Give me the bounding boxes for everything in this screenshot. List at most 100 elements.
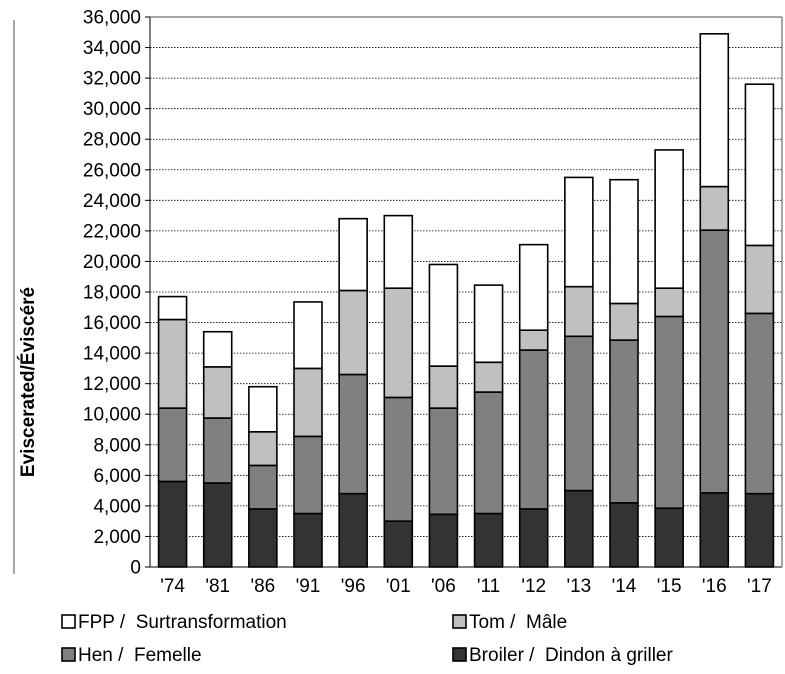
gridlines [150,16,782,537]
bar-segment [338,492,368,568]
y-tick-label: 4,000 [93,496,141,517]
bar-segment [157,318,188,409]
bar-segment [744,492,775,568]
legend-swatch [452,614,467,629]
bar-segment [248,464,278,510]
bar-segment [293,301,323,370]
bar-segment [157,407,188,483]
bar-segment [744,83,775,247]
x-tick-label: '16 [702,576,727,597]
x-tick-label: '11 [477,576,500,597]
bar-segment [654,287,684,318]
bar-segment [699,185,730,231]
bar-segment [428,365,459,409]
axes [13,16,783,574]
x-tick-label: '74 [160,576,185,597]
bar-segment [383,287,414,399]
y-tick-label: 24,000 [83,191,141,212]
bar-segment [293,367,323,438]
x-tick-label: '12 [521,576,546,597]
x-tick-label: '14 [612,576,637,597]
bars [157,33,775,568]
x-tick-label: '81 [205,576,230,597]
x-tick-label: '96 [341,576,366,597]
y-tick-label: 0 [130,558,141,579]
bar-segment [157,295,188,321]
bar-segment [654,149,684,289]
bar-segment [428,513,459,568]
bar-segment [744,244,775,315]
bar-segment [248,430,278,467]
y-tick-label: 8,000 [93,435,141,456]
bar-segment [428,263,459,367]
y-axis-title: Eviscerated/Éviscéré [17,287,39,477]
bar-segment [473,284,504,364]
y-tick-label: 32,000 [83,69,141,90]
x-tick-label: '13 [566,576,591,597]
x-tick-label: '01 [386,576,411,597]
bar-segment [202,482,233,568]
bar-segment [202,366,233,419]
bar-segment [473,512,504,568]
y-tick-label: 18,000 [83,283,141,304]
y-tick-label: 26,000 [83,160,141,181]
bar-segment [609,302,639,341]
bar-segment [157,480,188,568]
y-tick-label: 10,000 [83,405,141,426]
bar-segment [518,243,549,331]
bar-segment [338,289,368,376]
y-tick-label: 20,000 [83,252,141,273]
bar-segment [699,33,730,188]
y-tick-label: 28,000 [83,130,141,151]
bar-segment [564,176,594,288]
bar-segment [518,349,549,510]
bar-segment [202,330,233,368]
bar-segment [699,492,730,568]
bar-segment [202,417,233,484]
bar-segment [564,285,594,338]
x-tick-label: '17 [747,576,772,597]
legend-swatch [452,647,467,662]
y-tick-label: 36,000 [83,8,141,29]
legend-swatch [61,614,76,629]
y-tick-label: 34,000 [83,38,141,59]
legend-label: Hen / Femelle [78,645,202,666]
bar-segment [744,312,775,495]
legend-label: Broiler / Dindon à griller [469,645,673,666]
bar-segment [699,229,730,494]
bar-segment [383,214,414,289]
bar-segment [609,339,639,504]
y-tick-label: 14,000 [83,344,141,365]
bar-segment [518,508,549,568]
y-tick-label: 30,000 [83,99,141,120]
legend-swatch [61,647,76,662]
y-tick-label: 12,000 [83,374,141,395]
legend-label: FPP / Surtransformation [78,612,287,633]
y-tick-label: 16,000 [83,313,141,334]
x-tick-labels: '74 '81 '86 '91 '96 '01 '06 '11 '12 '13 '14 '15 '16 '… [160,576,772,597]
bar-segment [473,391,504,515]
y-tick-label: 6,000 [93,466,141,487]
y-tick-label: 22,000 [83,221,141,242]
y-tick-labels: 0 2,000 4,000 6,000 8,000 10,000 12,000 14,000 1… [83,8,141,579]
bar-segment [609,502,639,568]
legend: FPP / Surtransformation Tom / Mâle Hen / F… [61,612,673,666]
bar-segment [293,435,323,515]
bar-segment [428,407,459,516]
bar-segment [383,396,414,522]
legend-label: Tom / Mâle [469,612,567,633]
bar-segment [473,361,504,393]
bar-segment [293,512,323,568]
bar-segment [248,508,278,568]
bar-segment [338,217,368,292]
x-tick-label: '91 [296,576,321,597]
bar-segment [654,507,684,568]
bar-segment [338,373,368,495]
bar-segment [248,385,278,433]
bar-segment [564,335,594,492]
bar-segment [609,178,639,305]
y-tick-label: 2,000 [93,527,141,548]
x-tick-label: '06 [431,576,456,597]
bar-segment [654,315,684,509]
